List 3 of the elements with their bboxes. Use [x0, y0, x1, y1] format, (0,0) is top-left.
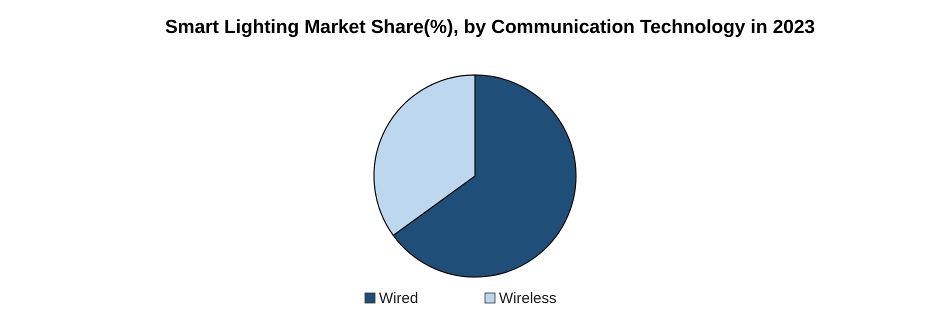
legend-label: Wired [379, 290, 418, 307]
legend-label: Wireless [499, 290, 557, 307]
chart-title: Smart Lighting Market Share(%), by Communication Technology in 2023 [165, 17, 815, 38]
